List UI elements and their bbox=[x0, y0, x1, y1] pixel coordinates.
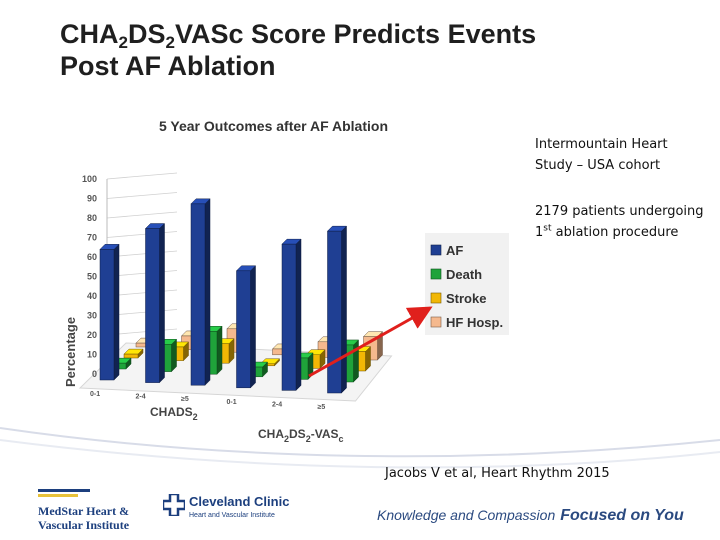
title-text-1: CHA bbox=[60, 19, 119, 49]
cleveland-name: Cleveland Clinic bbox=[189, 494, 290, 509]
title-subscript-1: 2 bbox=[118, 33, 128, 52]
patients-note-sup: st bbox=[543, 223, 552, 234]
gridline bbox=[106, 211, 178, 219]
category-label: 0-1 bbox=[90, 391, 100, 398]
bar-af-1 bbox=[144, 222, 166, 384]
medstar-line-1: MedStar Heart & bbox=[38, 504, 130, 518]
tagline-part-1: Knowledge and Compassion bbox=[377, 507, 556, 523]
y-tick-label: 50 bbox=[87, 272, 97, 282]
y-tick-label: 60 bbox=[87, 252, 97, 262]
legend-label: Death bbox=[446, 267, 482, 282]
y-tick-label: 0 bbox=[92, 369, 97, 379]
category-label: 2-4 bbox=[272, 401, 282, 408]
bar-af-3 bbox=[235, 265, 257, 389]
y-tick-label: 10 bbox=[87, 350, 97, 360]
category-label: ≥5 bbox=[181, 396, 189, 403]
y-axis: 0 10 20 30 40 50 60 70 80 90 100 bbox=[82, 174, 97, 379]
bar-af-4 bbox=[281, 238, 302, 392]
outcomes-chart: 5 Year Outcomes after AF Ablation 0 10 20 3… bbox=[63, 118, 509, 442]
medstar-line-2: Vascular Institute bbox=[38, 518, 130, 532]
decorative-swoosh bbox=[0, 427, 720, 469]
bar-stroke-0 bbox=[123, 348, 144, 359]
citation: Jacobs V et al, Heart Rhythm 2015 bbox=[385, 466, 610, 481]
bar-af-0 bbox=[99, 243, 120, 381]
patients-note-suffix: ablation procedure bbox=[551, 225, 679, 240]
y-tick-label: 80 bbox=[87, 213, 97, 223]
x-axis-label-back: CHA2DS2-VASc bbox=[258, 427, 344, 442]
y-tick-label: 100 bbox=[82, 174, 97, 184]
y-tick-label: 40 bbox=[87, 291, 97, 301]
y-axis-label: Percentage bbox=[63, 317, 78, 387]
cohort-note: Intermountain Heart Study – USA cohort bbox=[535, 137, 668, 173]
medstar-stripes-icon bbox=[38, 489, 90, 497]
cleveland-cross-icon bbox=[163, 494, 185, 516]
legend-swatch bbox=[430, 316, 442, 328]
bar-af-5 bbox=[326, 225, 348, 394]
gridline bbox=[106, 231, 178, 238]
legend-label: Stroke bbox=[446, 291, 486, 306]
title-subscript-2: 2 bbox=[165, 33, 175, 52]
bars bbox=[99, 198, 384, 394]
patients-note-text: 2179 patients undergoing 1 bbox=[535, 204, 704, 240]
tagline-part-2: Focused on You bbox=[560, 507, 684, 524]
x-axis-label-front: CHADS2 bbox=[150, 405, 198, 422]
legend-label: AF bbox=[446, 243, 463, 258]
y-tick-label: 90 bbox=[87, 194, 97, 204]
legend-swatch bbox=[430, 292, 442, 304]
medstar-logo: MedStar Heart & Vascular Institute bbox=[38, 486, 148, 532]
gridline bbox=[106, 192, 178, 199]
category-label: ≥5 bbox=[318, 404, 326, 411]
gridline bbox=[106, 172, 178, 180]
legend-swatch bbox=[430, 268, 442, 280]
slide-title: CHA2DS2VASc Score Predicts Events Post A… bbox=[60, 18, 660, 82]
cleveland-sub: Heart and Vascular Institute bbox=[189, 512, 275, 519]
legend-label: HF Hosp. bbox=[446, 315, 503, 330]
y-tick-label: 70 bbox=[87, 233, 97, 243]
title-text-2: DS bbox=[127, 19, 166, 49]
category-labels: 0-1 2-4 ≥5 0-1 2-4 ≥5 bbox=[90, 391, 325, 411]
tagline: Knowledge and Compassion Focused on You bbox=[377, 507, 684, 525]
bar-af-2 bbox=[190, 198, 211, 386]
legend-swatch bbox=[430, 244, 442, 256]
chart-legend: AF Death Stroke HF Hosp. bbox=[425, 233, 509, 335]
chart-title: 5 Year Outcomes after AF Ablation bbox=[159, 118, 388, 134]
title-text-3: VASc Score Predicts Events bbox=[174, 19, 537, 49]
y-tick-label: 30 bbox=[87, 311, 97, 321]
highlight-arrow bbox=[308, 306, 433, 378]
y-tick-label: 20 bbox=[87, 330, 97, 340]
patients-note: 2179 patients undergoing 1st ablation pr… bbox=[535, 201, 705, 243]
title-line-2: Post AF Ablation bbox=[60, 51, 276, 81]
category-label: 2-4 bbox=[136, 394, 146, 401]
category-label: 0-1 bbox=[227, 399, 237, 406]
